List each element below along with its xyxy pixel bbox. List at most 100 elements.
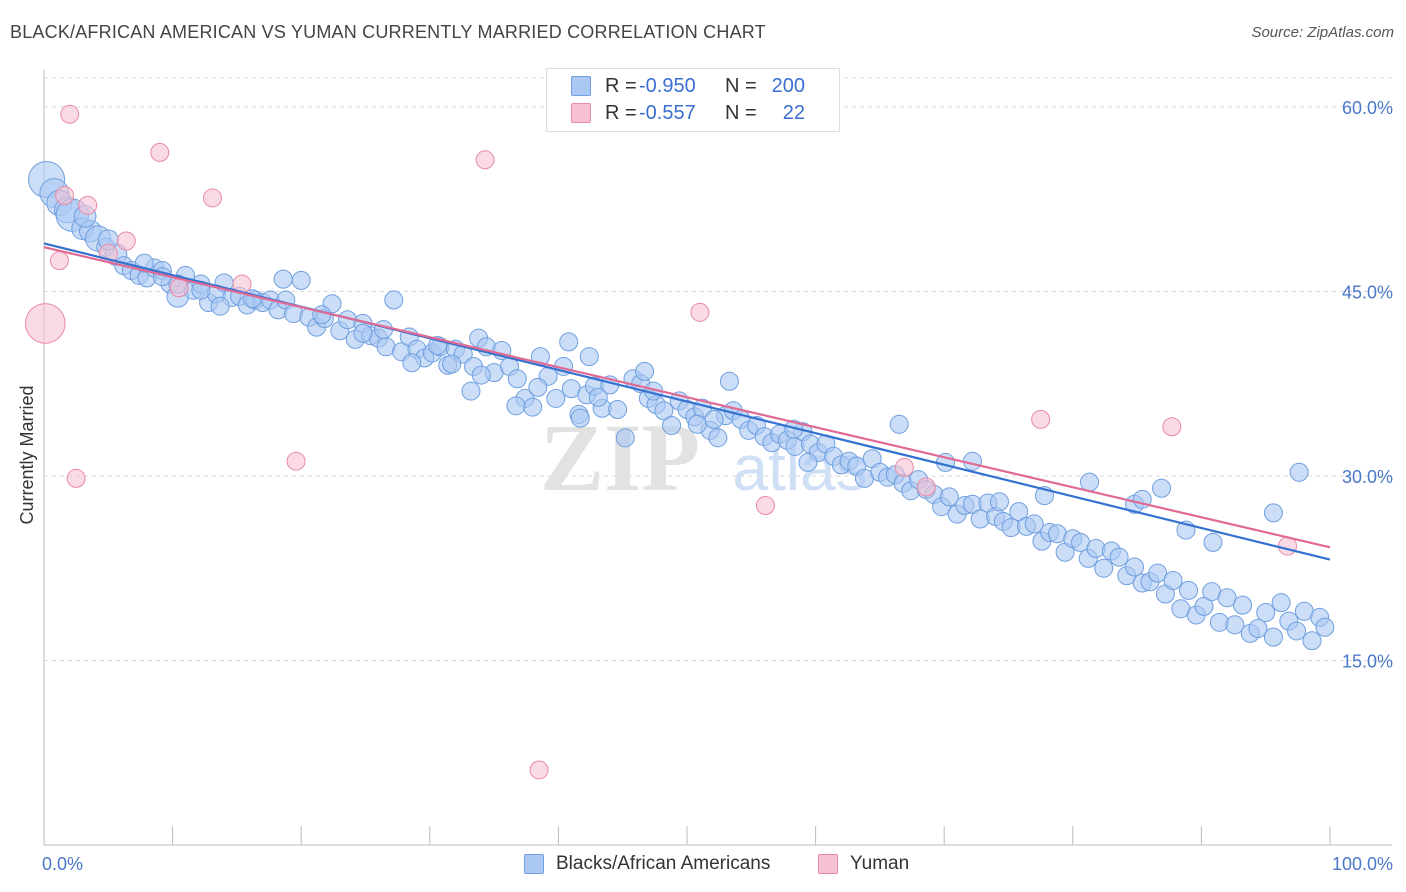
point-blacks <box>1248 618 1268 638</box>
point-blacks <box>615 428 635 448</box>
point-blacks <box>579 347 599 367</box>
point-blacks <box>1287 621 1307 641</box>
point-blacks <box>588 387 608 407</box>
r-label: R = <box>605 74 637 97</box>
point-yuman <box>529 760 549 780</box>
point-yuman <box>169 278 189 298</box>
point-blacks <box>719 371 739 391</box>
point-yuman <box>116 231 136 251</box>
point-blacks <box>528 377 548 397</box>
point-blacks <box>635 361 655 381</box>
point-blacks <box>962 451 982 471</box>
point-blacks <box>1263 503 1283 523</box>
point-blacks <box>1125 557 1145 577</box>
point-blacks <box>1152 478 1172 498</box>
point-blacks <box>1289 462 1309 482</box>
point-blacks <box>1194 596 1214 616</box>
point-blacks <box>654 401 674 421</box>
point-blacks <box>989 492 1009 512</box>
point-yuman <box>66 468 86 488</box>
point-blacks <box>1263 627 1283 647</box>
point-yuman <box>755 495 775 515</box>
source-label: Source: ZipAtlas.com <box>1251 24 1394 41</box>
point-yuman <box>1031 409 1051 429</box>
point-blacks <box>798 452 818 472</box>
point-blacks <box>353 323 373 343</box>
blue-swatch-icon <box>524 854 544 874</box>
y-tick-label: 30.0% <box>1342 467 1393 487</box>
series-blacks-points <box>28 160 1335 651</box>
r-value: -0.950 <box>639 74 696 97</box>
point-blacks <box>1233 595 1253 615</box>
point-blacks <box>1024 514 1044 534</box>
point-blacks <box>1271 593 1291 613</box>
point-blacks <box>662 416 682 436</box>
point-blacks <box>273 269 293 289</box>
tick-labels: 15.0% 30.0% 45.0% 60.0% 0.0% 100.0% <box>42 98 1393 874</box>
point-blacks <box>461 381 481 401</box>
point-yuman <box>475 150 495 170</box>
point-blacks <box>704 409 724 429</box>
point-yuman <box>24 303 66 344</box>
correlation-legend: R = -0.950 N = 200 R = -0.557 N = 22 <box>546 68 840 132</box>
point-blacks <box>1225 615 1245 635</box>
point-blacks <box>442 354 462 374</box>
blue-swatch-icon <box>571 76 591 96</box>
point-blacks <box>210 296 230 316</box>
point-yuman <box>916 477 936 497</box>
y-tick-label: 45.0% <box>1342 282 1393 302</box>
trend-line-yuman <box>43 246 1331 549</box>
point-blacks <box>384 290 404 310</box>
point-blacks <box>507 369 527 389</box>
legend-item-yuman[interactable]: Yuman <box>818 852 909 876</box>
point-yuman <box>49 251 69 271</box>
point-blacks <box>1094 558 1114 578</box>
point-blacks <box>708 428 728 448</box>
point-blacks <box>889 414 909 434</box>
chart-title: BLACK/AFRICAN AMERICAN VS YUMAN CURRENTL… <box>10 22 766 42</box>
point-blacks <box>570 408 590 428</box>
point-blacks <box>523 397 543 417</box>
point-blacks <box>1163 571 1183 591</box>
point-blacks <box>402 353 422 373</box>
n-label: N = <box>725 74 757 97</box>
point-blacks <box>939 487 959 507</box>
point-blacks <box>1179 580 1199 600</box>
y-axis-label: Currently Married <box>17 385 37 524</box>
grid-lines <box>44 77 1392 661</box>
point-blacks <box>559 332 579 352</box>
point-blacks <box>1203 532 1223 552</box>
n-label: N = <box>725 101 757 124</box>
point-blacks <box>1080 472 1100 492</box>
point-yuman <box>60 104 80 124</box>
point-blacks <box>608 400 628 420</box>
legend-item-blacks[interactable]: Blacks/African Americans <box>524 852 770 876</box>
series-yuman-points <box>24 104 1298 780</box>
point-blacks <box>687 414 707 434</box>
point-yuman <box>202 188 222 208</box>
point-yuman <box>78 195 98 215</box>
n-value: 22 <box>782 101 805 124</box>
pink-swatch-icon <box>571 103 591 123</box>
point-blacks <box>1302 631 1322 651</box>
legend-label-yuman: Yuman <box>850 853 910 874</box>
point-yuman <box>690 302 710 322</box>
axes <box>43 70 1392 846</box>
point-blacks <box>312 305 332 325</box>
point-blacks <box>1315 617 1335 637</box>
point-yuman <box>894 457 914 477</box>
r-value: -0.557 <box>639 101 696 124</box>
point-blacks <box>506 396 526 416</box>
point-blacks <box>1109 547 1129 567</box>
trend-line-blacks <box>43 242 1331 561</box>
r-label: R = <box>605 101 637 124</box>
pink-swatch-icon <box>818 854 838 874</box>
trend-lines <box>43 242 1331 561</box>
legend-row-blacks: R = -0.950 N = 200 <box>571 73 805 99</box>
point-blacks <box>546 388 566 408</box>
n-value: 200 <box>771 74 805 97</box>
point-yuman <box>55 185 75 205</box>
legend-row-yuman: R = -0.557 N = 22 <box>571 100 805 126</box>
point-blacks <box>471 365 491 385</box>
